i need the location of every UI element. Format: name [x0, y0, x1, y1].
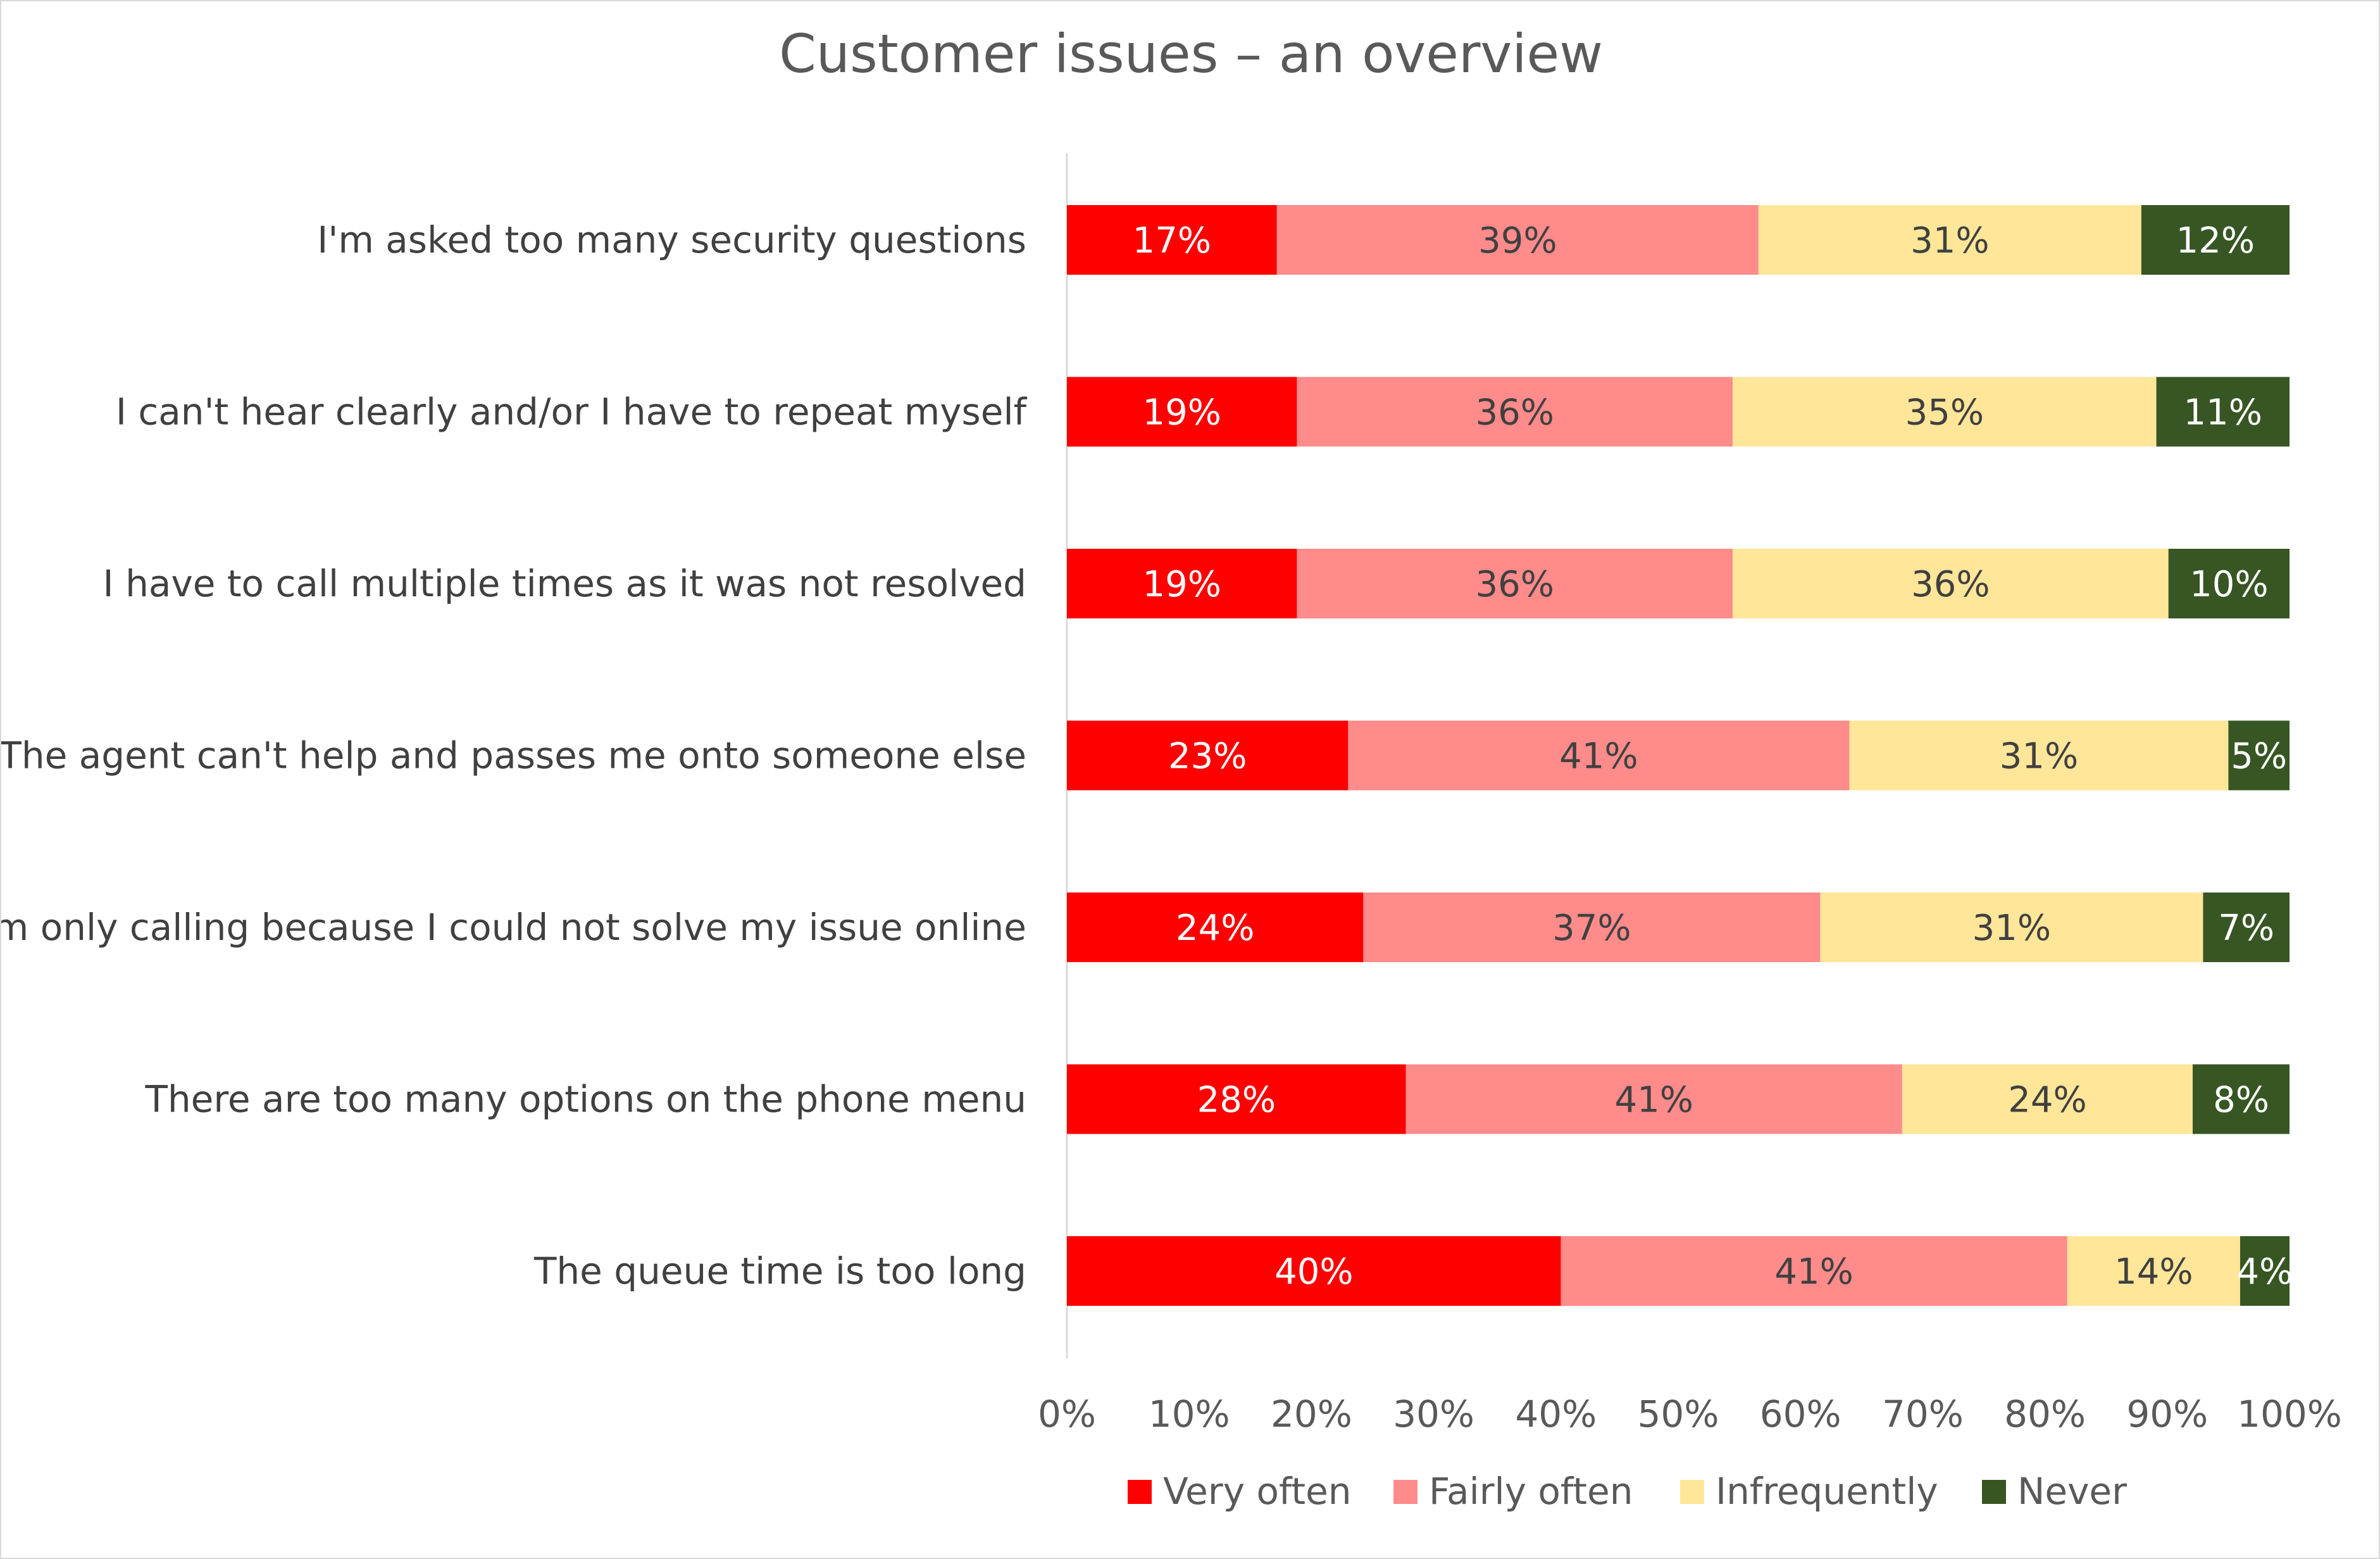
- bar-never: [2203, 892, 2290, 962]
- bar-fairly-often: [1348, 720, 1850, 791]
- x-tick-label: 50%: [1638, 1393, 1719, 1436]
- bar-never: [2240, 1236, 2290, 1306]
- legend-swatch: [1128, 1480, 1152, 1504]
- legend-label: Very often: [1163, 1470, 1352, 1513]
- bar-never: [2141, 205, 2290, 275]
- data-label-very-often: 19%: [1142, 564, 1221, 605]
- data-label-very-often: 23%: [1168, 736, 1247, 777]
- bar-infrequently: [1820, 892, 2203, 962]
- category-label: The agent can't help and passes me onto …: [1, 734, 1026, 777]
- x-tick-label: 10%: [1149, 1393, 1230, 1436]
- data-label-fairly-often: 37%: [1552, 908, 1631, 949]
- data-label-very-often: 28%: [1197, 1080, 1276, 1121]
- legend: Very often Fairly often Infrequently Never: [1128, 1470, 2127, 1513]
- data-label-never: 5%: [2231, 736, 2287, 777]
- x-tick-label: 20%: [1271, 1393, 1352, 1436]
- bar-infrequently: [1733, 549, 2169, 618]
- bar-never: [2192, 1064, 2290, 1134]
- data-label-infrequently: 14%: [2114, 1251, 2193, 1293]
- data-label-fairly-often: 39%: [1478, 220, 1557, 261]
- x-tick-label: 100%: [2237, 1393, 2342, 1436]
- bar-very-often: [1067, 1236, 1561, 1306]
- bar-infrequently: [1758, 205, 2141, 275]
- legend-label: Never: [2017, 1470, 2127, 1513]
- category-label: I'm asked too many security questions: [317, 218, 1026, 261]
- bar-infrequently: [1733, 377, 2157, 447]
- data-label-never: 4%: [2237, 1251, 2293, 1293]
- bar-fairly-often: [1297, 549, 1733, 618]
- legend-label: Fairly often: [1429, 1470, 1633, 1513]
- bar-fairly-often: [1363, 892, 1821, 962]
- data-label-never: 8%: [2213, 1080, 2269, 1121]
- bar-infrequently: [1849, 720, 2229, 791]
- legend-item-infrequently: Infrequently: [1680, 1470, 1938, 1513]
- x-tick-label: 40%: [1515, 1393, 1597, 1436]
- data-label-infrequently: 31%: [2000, 736, 2078, 777]
- data-label-fairly-often: 41%: [1774, 1251, 1853, 1293]
- data-label-never: 12%: [2176, 220, 2255, 261]
- bar-very-often: [1067, 892, 1364, 962]
- legend-item-fairly-often: Fairly often: [1393, 1470, 1633, 1513]
- data-label-never: 11%: [2184, 392, 2262, 434]
- legend-item-never: Never: [1982, 1470, 2127, 1513]
- data-label-very-often: 40%: [1274, 1251, 1353, 1293]
- bar-very-often: [1067, 720, 1349, 791]
- bar-infrequently: [1902, 1064, 2193, 1134]
- legend-swatch: [1393, 1480, 1417, 1504]
- bar-fairly-often: [1561, 1236, 2067, 1306]
- data-label-infrequently: 31%: [1910, 220, 1989, 261]
- data-label-very-often: 17%: [1133, 220, 1211, 261]
- legend-swatch: [1982, 1480, 2006, 1504]
- bar-fairly-often: [1276, 205, 1759, 275]
- bar-very-often: [1067, 1064, 1406, 1134]
- data-label-infrequently: 31%: [1972, 908, 2051, 949]
- bar-very-often: [1067, 205, 1277, 275]
- chart-title: Customer issues – an overview: [779, 23, 1603, 85]
- legend-item-very-often: Very often: [1128, 1470, 1352, 1513]
- data-label-very-often: 19%: [1142, 392, 1221, 434]
- data-label-very-often: 24%: [1176, 908, 1254, 949]
- x-axis: 0% 10% 20% 30% 40% 50% 60% 70% 80% 90% 100%: [1038, 1393, 2342, 1436]
- bar-infrequently: [2067, 1236, 2240, 1306]
- data-label-fairly-often: 41%: [1615, 1080, 1693, 1121]
- bar-never: [2156, 377, 2290, 447]
- data-label-never: 7%: [2218, 908, 2274, 949]
- data-label-infrequently: 36%: [1911, 564, 1990, 605]
- data-label-fairly-often: 36%: [1476, 392, 1554, 434]
- data-label-fairly-often: 41%: [1559, 736, 1638, 777]
- data-label-never: 10%: [2190, 564, 2268, 605]
- bar-never: [2168, 549, 2290, 618]
- category-label: I'm only calling because I could not sol…: [1, 906, 1026, 949]
- x-tick-label: 70%: [1882, 1393, 1964, 1436]
- data-label-infrequently: 35%: [1905, 392, 1984, 434]
- category-label: There are too many options on the phone …: [144, 1078, 1026, 1121]
- bar-very-often: [1067, 377, 1297, 447]
- legend-swatch: [1680, 1480, 1704, 1504]
- bar-fairly-often: [1405, 1064, 1902, 1134]
- x-tick-label: 80%: [2004, 1393, 2086, 1436]
- x-tick-label: 60%: [1760, 1393, 1841, 1436]
- x-tick-label: 0%: [1038, 1393, 1096, 1436]
- data-label-fairly-often: 36%: [1476, 564, 1554, 605]
- data-label-infrequently: 24%: [2008, 1080, 2086, 1121]
- bar-never: [2228, 720, 2290, 791]
- category-label: I can't hear clearly and/or I have to re…: [116, 391, 1028, 434]
- category-label: I have to call multiple times as it was …: [103, 562, 1026, 605]
- plot-area: I'm asked too many security questions 17%…: [1, 205, 2293, 1306]
- bar-very-often: [1067, 549, 1297, 618]
- bar-fairly-often: [1297, 377, 1733, 447]
- x-tick-label: 90%: [2126, 1393, 2208, 1436]
- x-tick-label: 30%: [1393, 1393, 1474, 1436]
- legend-label: Infrequently: [1716, 1470, 1938, 1513]
- category-label: The queue time is too long: [533, 1249, 1026, 1293]
